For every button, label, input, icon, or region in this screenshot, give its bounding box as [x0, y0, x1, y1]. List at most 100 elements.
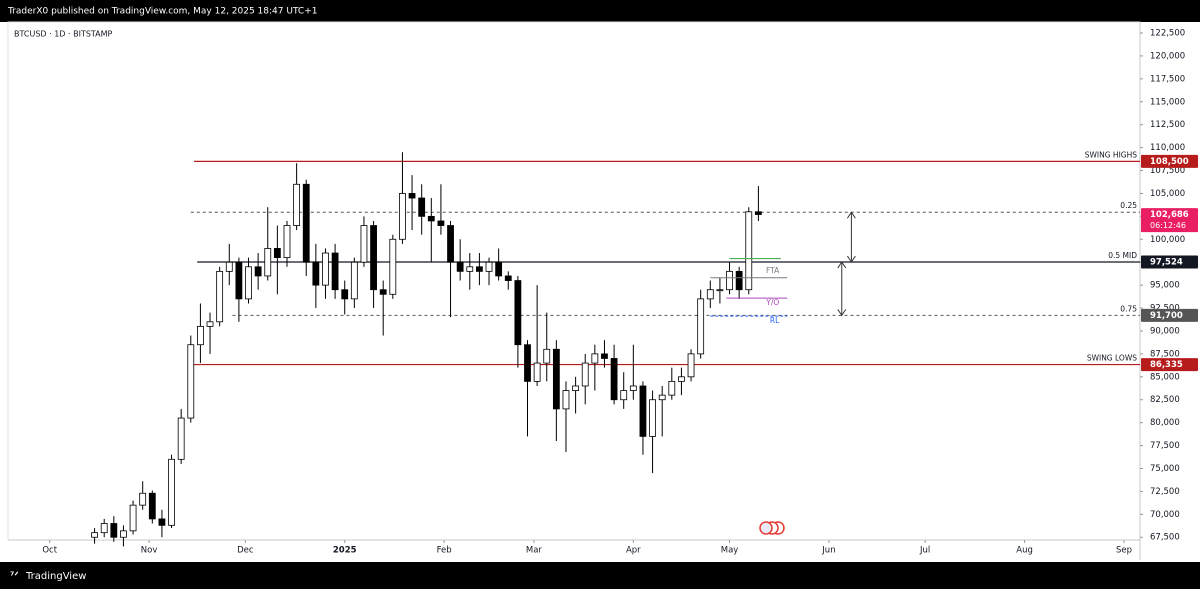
y-tick-label: 120,000 [1150, 51, 1185, 61]
y-tick-label: 67,500 [1150, 533, 1180, 543]
annotation-label: RL [770, 316, 780, 325]
y-tick-label: 75,000 [1150, 464, 1180, 474]
symbol-title: BTCUSD · 1D · BITSTAMP [14, 30, 113, 39]
published-text: TraderX0 published on TradingView.com, M… [7, 7, 317, 17]
level-label: SWING LOWS [1087, 354, 1137, 363]
level-label: 0.5 MID [1108, 251, 1137, 260]
price-badge-label: 108,500 [1150, 157, 1189, 167]
candle-body [283, 225, 291, 259]
y-tick-label: 107,500 [1150, 166, 1185, 176]
y-tick-label: 112,500 [1150, 120, 1185, 130]
x-tick-label: Mar [526, 546, 543, 556]
price-badge [1141, 358, 1198, 372]
candle-body [293, 183, 301, 226]
y-tick-label: 115,000 [1150, 97, 1185, 107]
candle-body [543, 348, 551, 364]
level-label: 0.75 [1120, 304, 1137, 313]
x-tick-label: Apr [626, 546, 641, 556]
x-tick-label: May [721, 546, 739, 556]
candle-body [649, 399, 656, 437]
y-tick-label: 105,000 [1150, 189, 1185, 199]
candle-body [350, 261, 358, 300]
top-bar [0, 0, 1200, 22]
x-tick-label: Jul [919, 546, 930, 556]
candle-body [726, 270, 733, 291]
y-tick-label: 100,000 [1150, 235, 1185, 245]
candle-body [581, 362, 589, 387]
candle-body [629, 385, 637, 391]
candle-body [110, 523, 118, 538]
candle-body [139, 492, 147, 506]
candle-body [264, 248, 272, 277]
y-tick-label: 80,000 [1150, 418, 1180, 428]
candle-body [148, 492, 156, 520]
candle-body [601, 353, 608, 359]
x-tick-label: Sep [1116, 546, 1132, 556]
y-tick-label: 77,500 [1150, 441, 1180, 451]
candle-body [331, 252, 339, 291]
candle-body [639, 385, 647, 437]
annotation-label: Y/O [765, 298, 779, 307]
news-icon [759, 521, 785, 535]
candle-body [100, 523, 108, 534]
candle-body [678, 376, 685, 382]
candle-body [273, 248, 281, 259]
candle-body [610, 358, 618, 401]
candle-body [245, 266, 252, 300]
candle-body [466, 266, 474, 272]
candle-body [447, 225, 454, 263]
x-tick-label: Feb [437, 546, 452, 556]
price-badge-label: 97,524 [1150, 257, 1183, 267]
x-tick-label: Nov [141, 546, 158, 556]
y-tick-label: 117,500 [1150, 74, 1185, 84]
y-tick-label: 70,000 [1150, 510, 1180, 520]
x-tick-label: Jun [821, 546, 835, 556]
candle-body [370, 225, 377, 291]
price-badge [1141, 255, 1198, 269]
candle-body [254, 266, 262, 277]
y-tick-label: 95,000 [1150, 281, 1180, 291]
candle-body [456, 261, 464, 272]
x-tick-label: Oct [42, 546, 57, 556]
arrow-head [846, 211, 856, 219]
candle-body [475, 266, 483, 272]
candle-body [495, 261, 503, 277]
candle-body [120, 530, 127, 538]
candle-body [591, 353, 599, 364]
candle-body [668, 380, 676, 396]
candle-body [225, 261, 233, 272]
candle-body [658, 394, 666, 401]
candle-body [735, 270, 743, 291]
y-tick-label: 72,500 [1150, 487, 1180, 497]
candle-body [91, 532, 98, 538]
price-badge-label: 91,700 [1150, 311, 1183, 321]
candle-body [716, 289, 724, 292]
annotation-label: FTA [766, 266, 780, 275]
candle-body [524, 344, 531, 382]
candle-body [389, 238, 397, 295]
candle-body [697, 298, 705, 355]
tv-logo: ⁷ᐟ [10, 571, 19, 582]
y-tick-label: 82,500 [1150, 395, 1180, 405]
candle-body [687, 353, 695, 378]
candle-body [302, 183, 310, 263]
candle-body [427, 215, 435, 222]
arrow-head [837, 261, 847, 269]
candle-body [235, 261, 243, 300]
arrow-head [837, 309, 847, 317]
candle-body [706, 289, 714, 300]
candle-body [206, 321, 214, 327]
y-tick-label: 87,500 [1150, 349, 1180, 359]
candle-body [408, 193, 416, 199]
candle-body [129, 504, 137, 532]
x-tick-label: Aug [1016, 546, 1033, 556]
level-label: SWING HIGHS [1085, 150, 1137, 159]
candle-body [341, 289, 349, 300]
candle-body [187, 344, 195, 419]
candle-body [177, 417, 185, 460]
price-badge [1141, 308, 1198, 322]
candle-body [379, 289, 387, 295]
x-tick-label: 2025 [333, 546, 357, 556]
last-price-badge [1141, 208, 1198, 233]
candle-body [533, 362, 541, 382]
